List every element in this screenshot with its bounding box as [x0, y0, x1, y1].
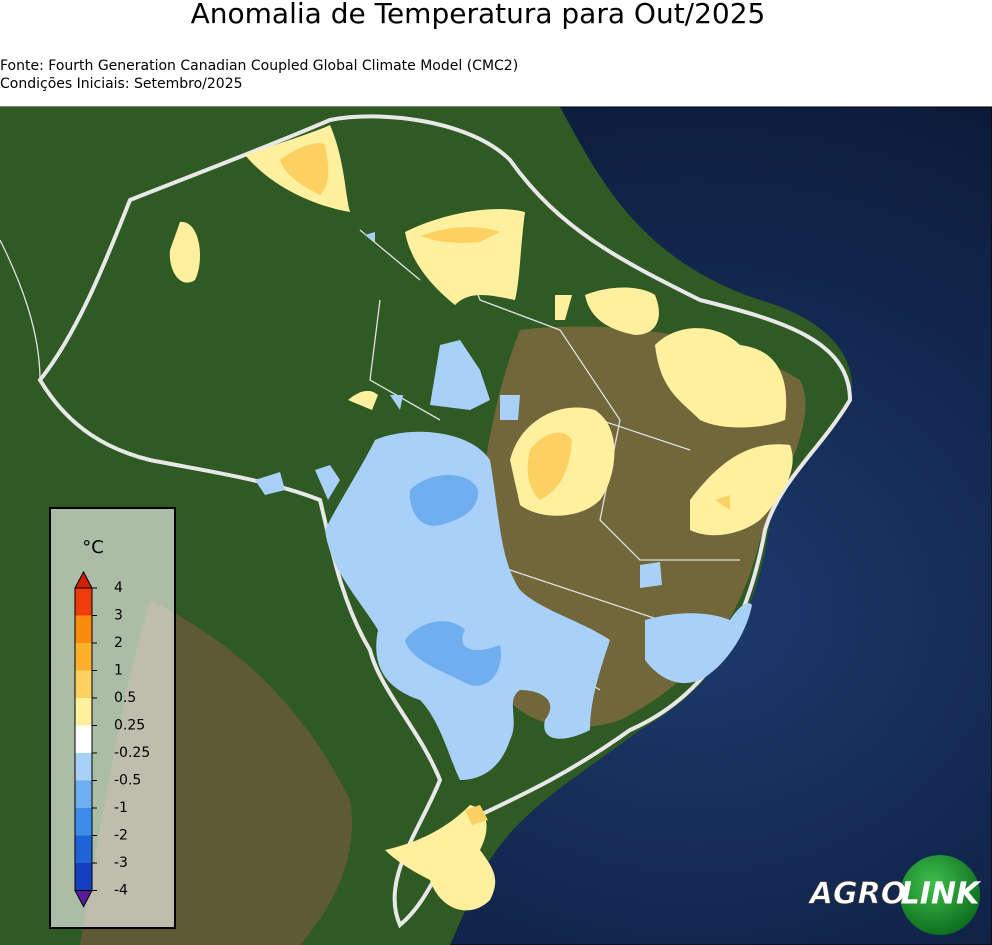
colorbar-tick-label: -3: [114, 855, 128, 871]
logo: AGRO LINK: [807, 855, 982, 935]
colorbar-tick-label: 0.5: [114, 690, 136, 706]
source: Fonte: Fourth Generation Canadian Couple…: [0, 58, 518, 74]
logo-left: AGRO: [808, 877, 906, 912]
colorbar-tick-label: -0.5: [114, 773, 141, 789]
colorbar-legend: °C 4 3 2 1 0.5 0.25 -0.25 -0.5 -1 -2 -3 -4: [49, 507, 176, 929]
logo-circle: [900, 855, 980, 935]
colorbar-tick-label: -2: [114, 828, 128, 844]
colorbar-bin: [75, 725, 92, 753]
cool-core: [405, 475, 501, 686]
colorbar-tick-label: 4: [114, 580, 123, 596]
colorbar-bin: [75, 698, 92, 726]
colorbar-bin: [75, 863, 92, 891]
colorbar-tick-label: -4: [114, 883, 128, 899]
colorbar-frame: [74, 587, 93, 891]
cool-anomalies: [255, 232, 752, 780]
colorbar-bin: [75, 670, 92, 698]
colorbar-tick-label: 0.25: [114, 718, 145, 734]
initial-conditions: Condições Iniciais: Setembro/2025: [0, 76, 243, 92]
title: Anomalia de Temperatura para Out/2025: [191, 0, 766, 30]
colorbar-unit: °C: [82, 537, 104, 558]
colorbar-tick-label: 3: [114, 608, 123, 624]
colorbar-bin: [75, 643, 92, 671]
colorbar-bin: [75, 588, 92, 616]
colorbar-bin: [75, 780, 92, 808]
colorbar-bin: [75, 808, 92, 836]
colorbar-tick-label: -1: [114, 800, 128, 816]
colorbar-bin: [75, 753, 92, 781]
colorbar-bin: [75, 835, 92, 863]
map: [0, 106, 992, 945]
legend-box: [49, 507, 176, 929]
state-borders: [0, 219, 740, 691]
colorbar-tick-label: 1: [114, 663, 123, 679]
logo-right: LINK: [901, 877, 982, 912]
colorbar-tick-label: 2: [114, 635, 123, 651]
colorbar-tick-label: -0.25: [114, 745, 150, 761]
warm-core: [280, 143, 730, 825]
colorbar-bin: [75, 615, 92, 643]
